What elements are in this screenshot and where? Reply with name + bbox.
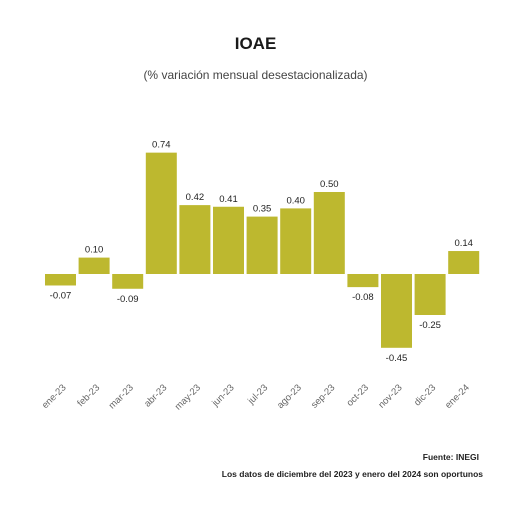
bar-dic-23: [414, 274, 446, 315]
x-tick-jul-23: jul-23: [245, 382, 270, 407]
data-label-ene-23: -0.07: [50, 290, 72, 301]
data-label-feb-23: 0.10: [85, 245, 104, 256]
source-note: Fuente: INEGI: [422, 452, 479, 462]
bar-jun-23: [213, 206, 244, 274]
chart-title: IOAE: [234, 34, 277, 53]
bar-sep-23: [313, 192, 345, 274]
data-label-sep-23: 0.50: [320, 179, 339, 190]
x-tick-jun-23: jun-23: [209, 382, 236, 409]
bar-mar-23: [112, 274, 144, 289]
data-label-may-23: 0.42: [186, 192, 205, 203]
data-label-ago-23: 0.40: [286, 195, 305, 206]
bar-abr-23: [145, 152, 177, 274]
x-tick-ene-24: ene-24: [443, 382, 472, 411]
bar-ago-23: [280, 208, 312, 274]
bar-nov-23: [381, 274, 412, 348]
data-label-abr-23: 0.74: [152, 140, 171, 151]
bar-ene-23: [45, 274, 76, 286]
x-tick-sep-23: sep-23: [309, 382, 337, 410]
x-tick-oct-23: oct-23: [345, 382, 371, 408]
x-tick-mar-23: mar-23: [107, 382, 136, 411]
data-label-ene-24: 0.14: [454, 238, 473, 249]
data-label-mar-23: -0.09: [117, 294, 139, 305]
x-tick-dic-23: dic-23: [412, 382, 438, 408]
bar-oct-23: [347, 274, 379, 288]
bar-may-23: [179, 205, 211, 274]
data-label-oct-23: -0.08: [352, 292, 374, 303]
bar-feb-23: [78, 257, 110, 274]
data-label-jul-23: 0.35: [253, 204, 272, 215]
x-tick-may-23: may-23: [173, 382, 203, 412]
x-tick-nov-23: nov-23: [376, 382, 404, 410]
data-label-jun-23: 0.41: [219, 194, 238, 205]
bar-jul-23: [246, 216, 278, 274]
data-label-dic-23: -0.25: [419, 320, 441, 331]
data-label-nov-23: -0.45: [386, 353, 408, 364]
x-tick-feb-23: feb-23: [75, 382, 102, 409]
bar-ene-24: [448, 251, 480, 274]
x-tick-ago-23: ago-23: [275, 382, 304, 411]
x-tick-ene-23: ene-23: [40, 382, 69, 411]
footnote: Los datos de diciembre del 2023 y enero …: [221, 469, 483, 479]
chart-subtitle: (% variación mensual desestacionalizada): [143, 68, 368, 82]
x-tick-abr-23: abr-23: [142, 382, 169, 409]
